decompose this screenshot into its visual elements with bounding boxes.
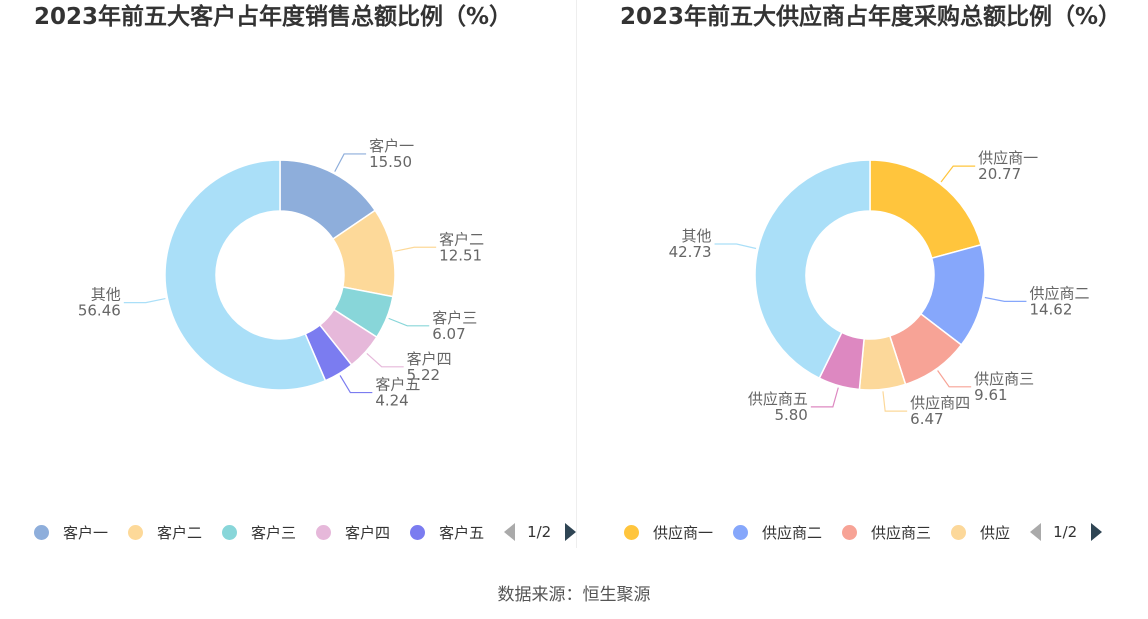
leader-line-customer-2 (394, 246, 437, 252)
legend-label: 客户四 (345, 523, 391, 542)
slice-label-supplier-6: 其他 (682, 227, 712, 245)
source-note: 数据来源：恒生聚源 (497, 585, 651, 605)
legend-item-customer-5[interactable]: 客户五 (410, 522, 484, 543)
legend-label: 客户二 (157, 523, 203, 542)
leader-line-customer-1 (334, 153, 367, 172)
pager-page-text: 1/2 (1053, 523, 1078, 541)
legend-items-suppliers: 供应商一 供应商二 供应商三 供应 (624, 522, 1030, 543)
leader-line-customer-4 (366, 352, 404, 368)
legend-dot-icon (951, 524, 967, 540)
legend-pager-suppliers: 1/2 (1030, 523, 1103, 541)
legend-dot-icon (410, 524, 426, 540)
slice-label-supplier-2: 供应商二 (1029, 284, 1089, 302)
legend-label: 供应商三 (871, 523, 932, 542)
pager-prev-icon[interactable] (504, 523, 516, 541)
slice-supplier-1[interactable] (869, 159, 982, 260)
pager-prev-icon[interactable] (1030, 523, 1042, 541)
pager-next-icon[interactable] (1091, 523, 1103, 541)
slice-label-customer-4: 客户四 (407, 350, 452, 368)
slice-label-customer-1: 客户一 (369, 137, 414, 155)
slice-value-supplier-5: 5.80 (774, 406, 807, 424)
legend-item-supplier-2[interactable]: 供应商二 (733, 522, 822, 543)
chart-title-suppliers: 2023年前五大供应商占年度采购总额比例（%） (620, 4, 1122, 30)
legend-item-customer-2[interactable]: 客户二 (128, 522, 202, 543)
slice-value-customer-6: 56.46 (78, 302, 121, 320)
slice-value-supplier-1: 20.77 (978, 165, 1021, 183)
legend-item-supplier-4[interactable]: 供应 (951, 522, 1010, 543)
slice-label-supplier-1: 供应商一 (978, 149, 1038, 167)
leader-line-supplier-5 (810, 387, 839, 408)
slice-value-supplier-4: 6.47 (910, 410, 943, 428)
slice-label-customer-3: 客户三 (432, 309, 477, 327)
legend-label: 客户三 (251, 523, 297, 542)
leader-line-customer-6 (123, 297, 166, 304)
legend-item-customer-4[interactable]: 客户四 (316, 522, 390, 543)
leader-line-supplier-4 (882, 391, 908, 412)
legend-suppliers: 供应商一 供应商二 供应商三 供应 1/2 (624, 520, 1103, 544)
leader-line-customer-3 (388, 317, 430, 327)
leader-line-customer-5 (339, 375, 373, 394)
slice-value-customer-4: 5.22 (407, 366, 440, 384)
legend-dot-icon (842, 524, 858, 540)
legend-dot-icon (34, 524, 49, 540)
leader-line-supplier-2 (984, 296, 1027, 302)
slice-value-supplier-3: 9.61 (974, 386, 1007, 404)
chart-title-customers: 2023年前五大客户占年度销售总额比例（%） (34, 4, 513, 30)
slice-label-supplier-5: 供应商五 (748, 390, 808, 408)
legend-label: 供应商二 (762, 523, 823, 542)
legend-dot-icon (624, 524, 639, 540)
slice-label-customer-2: 客户二 (439, 230, 484, 248)
slice-value-supplier-2: 14.62 (1029, 300, 1072, 318)
legend-item-customer-1[interactable]: 客户一 (34, 522, 108, 543)
slice-value-customer-1: 15.50 (369, 153, 412, 171)
slice-label-customer-5: 客户五 (375, 376, 420, 394)
legend-items-customers: 客户一 客户二 客户三 客户四 客户五 (34, 522, 504, 543)
legend-item-supplier-3[interactable]: 供应商三 (842, 522, 931, 543)
leader-line-supplier-6 (714, 243, 757, 250)
slice-value-customer-5: 4.24 (375, 392, 408, 410)
legend-label: 供应 (980, 523, 1011, 542)
legend-customers: 客户一 客户二 客户三 客户四 客户五 1/2 (34, 520, 577, 544)
legend-label: 客户一 (63, 523, 109, 542)
leader-line-supplier-1 (940, 165, 976, 183)
legend-dot-icon (316, 524, 332, 540)
slice-label-supplier-4: 供应商四 (910, 394, 970, 412)
slice-value-customer-3: 6.07 (432, 325, 465, 343)
legend-dot-icon (128, 524, 144, 540)
legend-pager-customers: 1/2 (504, 523, 577, 541)
pager-next-icon[interactable] (565, 523, 577, 541)
pager-page-text: 1/2 (527, 523, 552, 541)
leader-line-supplier-3 (937, 370, 972, 388)
slice-supplier-6[interactable] (754, 159, 871, 380)
legend-dot-icon (733, 524, 749, 540)
legend-item-customer-3[interactable]: 客户三 (222, 522, 296, 543)
legend-label: 供应商一 (653, 523, 714, 542)
slice-customer-6[interactable] (164, 159, 327, 391)
slice-label-supplier-3: 供应商三 (974, 370, 1034, 388)
slice-label-customer-6: 其他 (91, 286, 121, 304)
legend-item-supplier-1[interactable]: 供应商一 (624, 522, 713, 543)
legend-dot-icon (222, 524, 238, 540)
panel-divider (576, 0, 577, 548)
slice-value-customer-2: 12.51 (439, 246, 482, 264)
slice-value-supplier-6: 42.73 (669, 243, 712, 261)
legend-label: 客户五 (439, 523, 485, 542)
